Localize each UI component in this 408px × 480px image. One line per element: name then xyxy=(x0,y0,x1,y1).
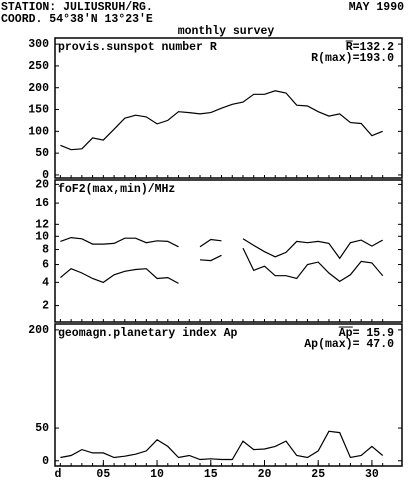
y-tick-label: 16 xyxy=(35,197,49,210)
y-tick-label: 100 xyxy=(28,125,49,138)
series-line xyxy=(60,430,384,461)
x-tick-label: 20 xyxy=(258,468,272,480)
annotation: R(max)=193.0 xyxy=(311,52,394,65)
annotation: R=132.2 xyxy=(346,41,394,54)
y-tick-label: 150 xyxy=(28,104,49,117)
x-tick-label: 30 xyxy=(365,468,379,480)
panel-frame xyxy=(54,37,403,179)
y-tick-label: 4 xyxy=(42,276,49,289)
annotation: Ap= 15.9 xyxy=(339,327,394,340)
panel-title: foF2(max,min)/MHz xyxy=(58,183,175,196)
x-tick-label: 25 xyxy=(311,468,325,480)
y-tick-label: 2 xyxy=(42,300,49,313)
panel-title: geomagn.planetary index Ap xyxy=(58,327,238,340)
y-tick-label: 8 xyxy=(42,244,49,257)
y-tick-label: 200 xyxy=(28,82,49,95)
x-tick-label: 15 xyxy=(204,468,218,480)
y-tick-label: 0 xyxy=(42,455,49,468)
y-tick-label: 300 xyxy=(28,38,49,51)
panel-title: provis.sunspot number R xyxy=(58,41,217,54)
y-tick-label: 50 xyxy=(35,147,49,160)
y-tick-label: 200 xyxy=(28,324,49,337)
y-tick-label: 10 xyxy=(35,230,49,243)
coord: COORD. 54°38'N 13°23'E xyxy=(1,13,153,26)
panel-frame xyxy=(54,323,403,467)
y-tick-label: 6 xyxy=(42,259,49,272)
y-tick-label: 0 xyxy=(42,169,49,182)
x-tick-label: 10 xyxy=(150,468,164,480)
x-label: d xyxy=(55,468,62,480)
date: MAY 1990 xyxy=(349,1,404,14)
y-tick-label: 250 xyxy=(28,60,49,73)
annotation: Ap(max)= 47.0 xyxy=(304,338,394,351)
series-line xyxy=(60,90,383,151)
y-tick-label: 12 xyxy=(35,218,49,231)
x-tick-label: 05 xyxy=(96,468,110,480)
series-line xyxy=(60,247,384,284)
y-tick-label: 20 xyxy=(35,178,49,191)
panel-frame xyxy=(54,179,403,323)
series-line xyxy=(60,236,383,260)
y-tick-label: 50 xyxy=(35,422,49,435)
subtitle: monthly survey xyxy=(178,25,275,38)
station: STATION: JULIUSRUH/RG. xyxy=(1,1,153,14)
